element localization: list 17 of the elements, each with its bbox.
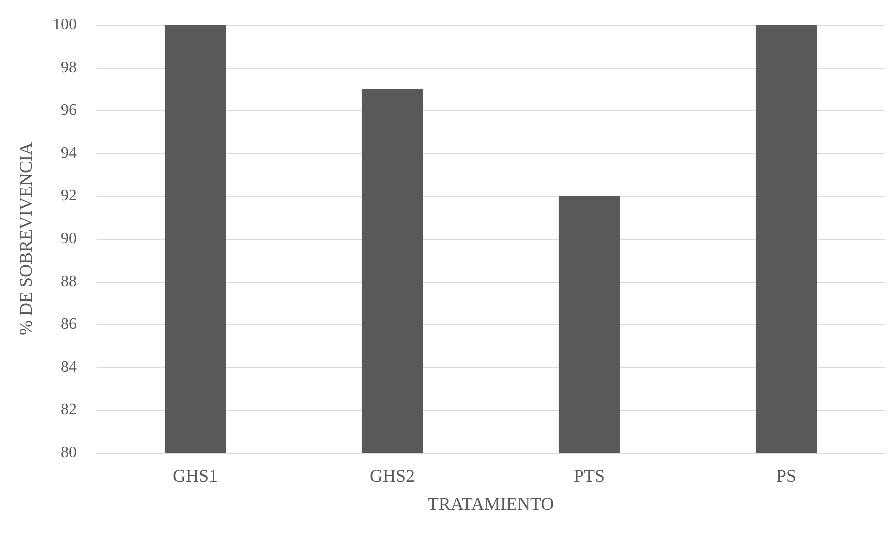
y-tick-label: 88 <box>61 273 77 290</box>
y-tick-label: 84 <box>61 358 77 376</box>
y-tick-label: 92 <box>61 188 77 205</box>
y-tick-label: 98 <box>61 59 77 76</box>
y-tick-label: 86 <box>61 316 77 334</box>
y-tick-label: 100 <box>53 16 77 34</box>
y-axis-title: % DE SOBREVIVENCIA <box>16 142 36 336</box>
x-axis-title: TRATAMIENTO <box>428 494 554 514</box>
x-tick-label: GHS2 <box>370 466 416 486</box>
y-tick-label: 94 <box>61 144 77 162</box>
y-tick-label: 96 <box>61 102 77 120</box>
x-tick-label: PTS <box>574 466 606 486</box>
y-tick-label: 80 <box>61 444 77 462</box>
y-tick-label: 90 <box>61 230 77 248</box>
y-tick-label: 82 <box>61 402 77 419</box>
x-tick-label: GHS1 <box>172 466 218 486</box>
x-tick-label: PS <box>776 466 797 486</box>
